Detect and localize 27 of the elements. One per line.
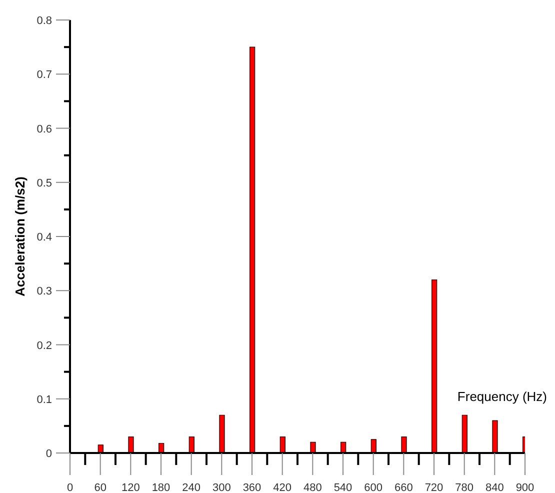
x-tick-label: 900 — [516, 482, 534, 493]
y-tick-label: 0.6 — [36, 123, 52, 136]
x-tick-label: 300 — [212, 482, 231, 493]
y-tick-label: 0 — [46, 448, 52, 460]
x-tick-label: 120 — [121, 482, 140, 493]
x-tick-label: 840 — [485, 482, 504, 493]
x-axis-title: Frequency (Hz) — [457, 389, 547, 404]
x-tick-label: 600 — [364, 482, 383, 493]
y-tick-label: 0.8 — [36, 15, 52, 27]
x-tick-label: 780 — [455, 482, 474, 493]
x-tick-label: 720 — [424, 482, 444, 493]
x-tick-label: 0 — [66, 482, 74, 493]
x-tick-label: 420 — [273, 482, 292, 493]
x-tick-label: 240 — [182, 482, 201, 493]
y-axis-title: Acceleration (m/s2) — [12, 176, 28, 296]
y-tick-label: 0.5 — [36, 177, 52, 190]
y-tick-label: 0.4 — [36, 232, 52, 244]
x-tick-label: 180 — [152, 482, 170, 493]
y-tick-label: 0.3 — [36, 286, 52, 298]
x-tick-label: 360 — [242, 482, 262, 493]
x-tick-label: 480 — [303, 482, 322, 493]
y-tick-label: 0.1 — [36, 394, 52, 406]
x-tick-label: 660 — [394, 482, 413, 493]
y-tick-label: 0.2 — [36, 340, 52, 352]
y-tick-label: 0.7 — [36, 69, 52, 82]
x-tick-label: 540 — [334, 482, 352, 493]
x-tick-label: 60 — [94, 482, 106, 493]
